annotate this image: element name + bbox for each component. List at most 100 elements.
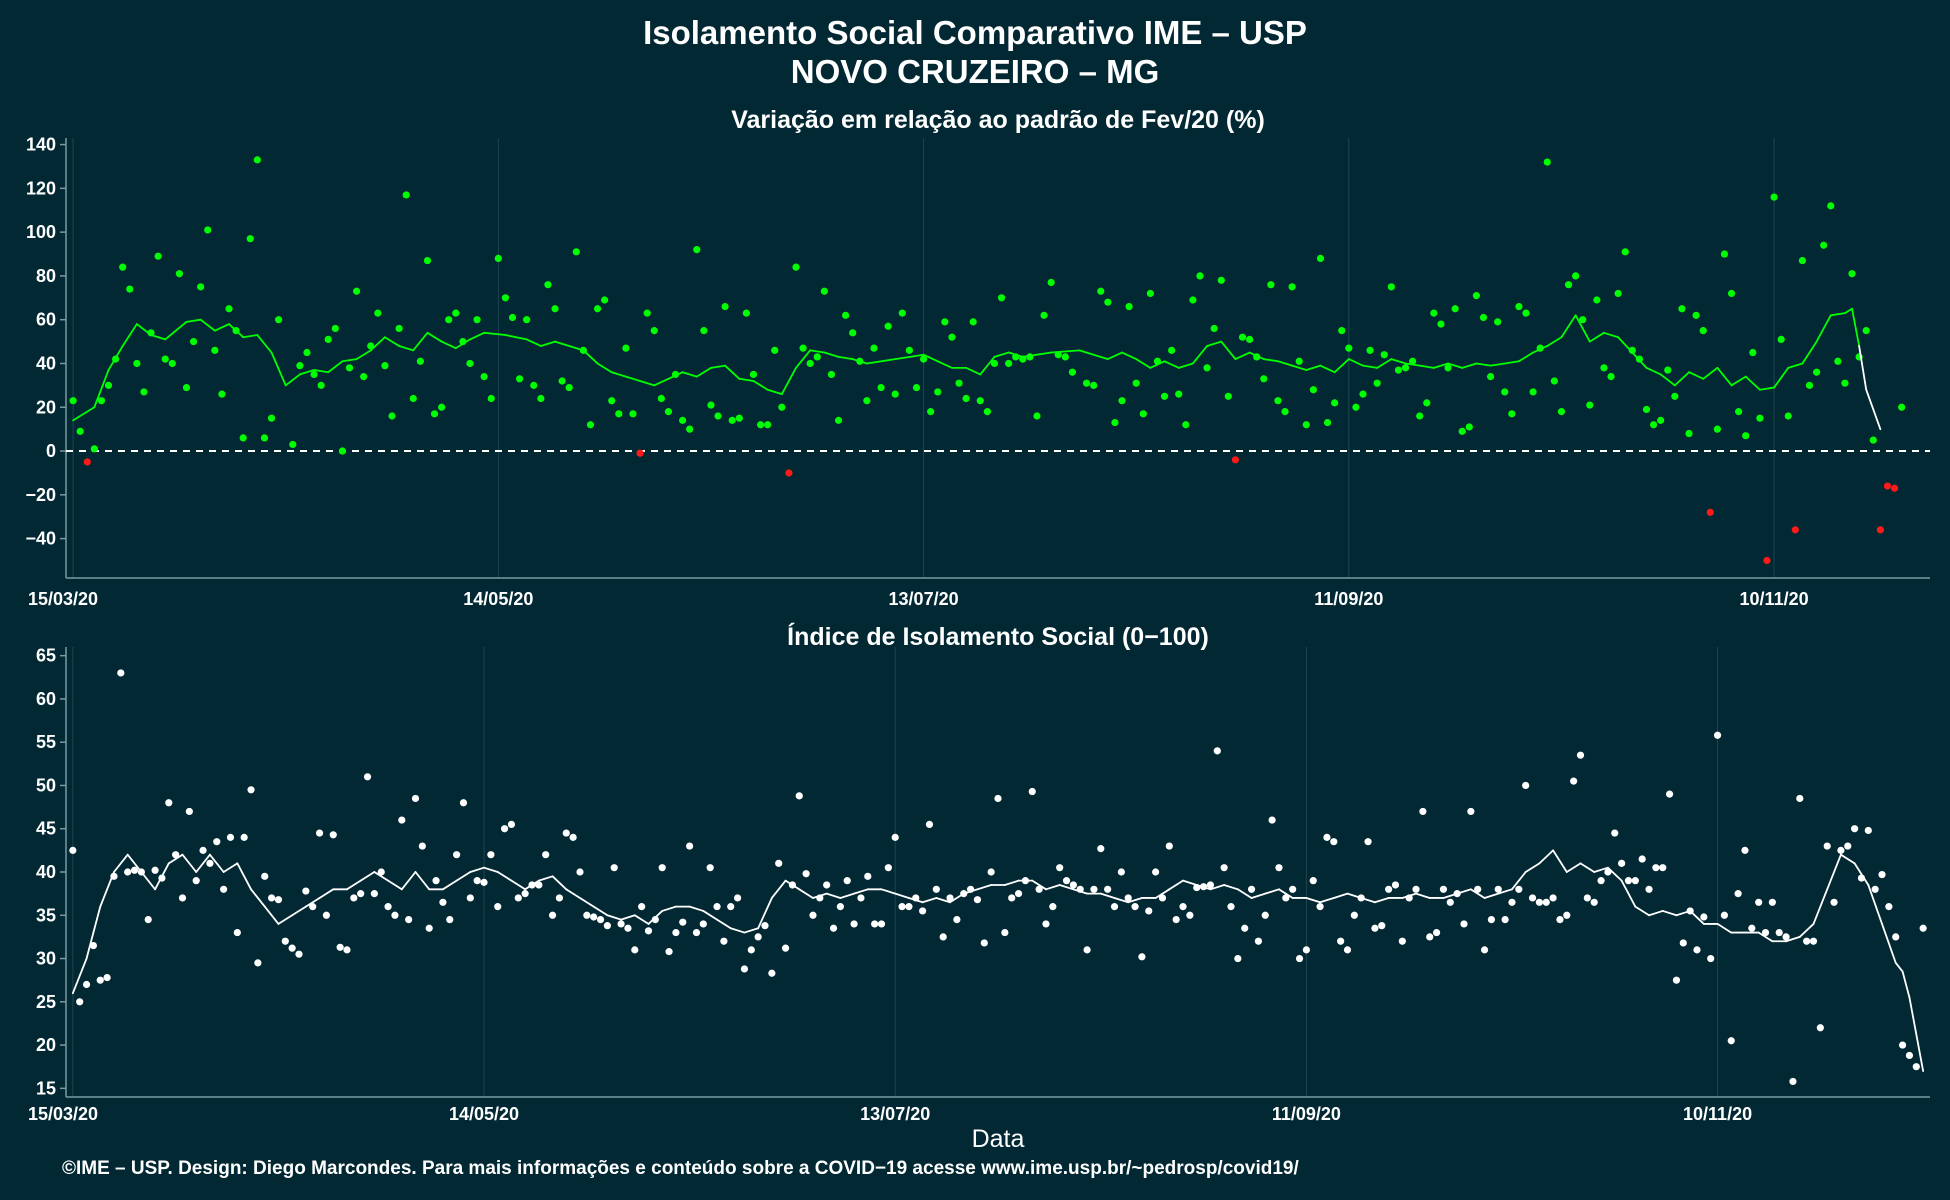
data-point bbox=[381, 362, 389, 370]
data-point bbox=[343, 946, 351, 954]
data-point bbox=[288, 944, 296, 952]
data-point bbox=[1844, 842, 1852, 850]
trend-line-segment bbox=[1362, 364, 1379, 369]
data-point bbox=[1638, 855, 1646, 863]
trend-line-segment bbox=[1234, 351, 1251, 360]
data-point bbox=[1508, 410, 1516, 418]
data-point bbox=[281, 937, 289, 945]
x-tick-label: 11/09/20 bbox=[1314, 589, 1383, 609]
trend-line-segment bbox=[469, 866, 485, 873]
data-point bbox=[1158, 894, 1167, 902]
data-point bbox=[172, 851, 180, 859]
data-point bbox=[1768, 898, 1776, 906]
data-point bbox=[398, 816, 406, 824]
data-point bbox=[83, 458, 91, 466]
data-point bbox=[1145, 907, 1153, 915]
data-point bbox=[197, 283, 205, 291]
data-point bbox=[849, 329, 857, 337]
trend-line-segment bbox=[667, 371, 684, 380]
data-point bbox=[189, 337, 198, 346]
data-point bbox=[1876, 526, 1884, 534]
data-point bbox=[1224, 392, 1232, 400]
trend-line-segment bbox=[839, 892, 855, 899]
data-point bbox=[1700, 913, 1708, 921]
trend-line-segment bbox=[922, 353, 939, 363]
data-point bbox=[473, 877, 481, 885]
trend-line-segment bbox=[1360, 897, 1376, 904]
data-point bbox=[296, 362, 304, 370]
data-point bbox=[500, 825, 509, 833]
data-point bbox=[1756, 414, 1764, 422]
data-point bbox=[1104, 885, 1112, 893]
data-point bbox=[707, 401, 715, 409]
data-point bbox=[89, 941, 98, 950]
data-point bbox=[1309, 386, 1317, 394]
data-point bbox=[693, 246, 701, 254]
data-point bbox=[700, 327, 708, 335]
trend-line-segment bbox=[1798, 923, 1815, 938]
trend-line-segment bbox=[812, 892, 828, 899]
trend-line-segment bbox=[894, 892, 910, 899]
data-point bbox=[749, 370, 758, 379]
trend-line-segment bbox=[1826, 853, 1842, 891]
data-point bbox=[1515, 302, 1523, 311]
data-point bbox=[1005, 359, 1013, 368]
data-point bbox=[1472, 292, 1481, 300]
chart-subtitle: NOVO CRUZEIRO – MG bbox=[790, 53, 1160, 90]
trend-line-segment bbox=[1154, 888, 1171, 899]
data-point bbox=[459, 799, 468, 807]
trend-line-segment bbox=[921, 897, 938, 904]
data-point bbox=[720, 937, 728, 945]
data-point bbox=[1805, 381, 1814, 389]
trend-line-segment bbox=[164, 320, 188, 341]
data-point bbox=[686, 842, 694, 850]
data-point bbox=[608, 397, 616, 405]
data-point bbox=[360, 373, 368, 381]
data-point bbox=[1631, 877, 1639, 885]
data-point bbox=[1494, 885, 1502, 893]
trend-line-segment bbox=[1659, 373, 1676, 387]
data-point bbox=[863, 397, 871, 405]
trend-line-segment bbox=[1401, 892, 1417, 899]
data-point bbox=[1001, 928, 1009, 937]
trend-line-segment bbox=[780, 366, 797, 396]
data-point bbox=[1203, 364, 1211, 372]
data-point bbox=[446, 915, 454, 924]
trend-line-segment bbox=[1617, 336, 1634, 354]
x-tick-label: 10/11/20 bbox=[1740, 589, 1809, 609]
data-point bbox=[1535, 898, 1543, 906]
data-point bbox=[1295, 357, 1303, 365]
trend-line-segment bbox=[710, 364, 727, 369]
data-point bbox=[1035, 885, 1043, 893]
data-point bbox=[976, 397, 984, 405]
y-tick-label: 40 bbox=[36, 353, 56, 373]
data-point bbox=[1460, 920, 1468, 928]
data-point bbox=[586, 421, 595, 429]
trend-line-segment bbox=[1250, 892, 1267, 899]
data-point bbox=[969, 318, 977, 326]
trend-line-segment bbox=[625, 375, 641, 382]
trend-line-segment bbox=[1236, 888, 1253, 899]
data-point bbox=[445, 316, 453, 324]
trend-line-segment bbox=[398, 345, 415, 352]
trend-line-segment bbox=[757, 897, 773, 930]
data-point bbox=[1061, 353, 1069, 361]
trend-line-segment bbox=[798, 888, 814, 899]
trend-line-segment bbox=[195, 853, 211, 873]
data-point bbox=[1138, 953, 1146, 961]
trend-line-segment bbox=[1603, 331, 1620, 339]
data-point bbox=[941, 318, 949, 326]
data-point bbox=[1685, 429, 1693, 438]
data-point bbox=[90, 445, 98, 453]
data-point bbox=[253, 156, 261, 164]
trend-line-segment bbox=[373, 871, 389, 882]
trend-line-segment bbox=[414, 871, 431, 891]
trend-line-segment bbox=[702, 910, 718, 921]
trend-line-segment bbox=[1305, 897, 1321, 904]
data-point bbox=[603, 922, 611, 930]
data-point bbox=[898, 309, 906, 317]
data-point bbox=[206, 859, 214, 867]
data-point bbox=[631, 946, 639, 954]
